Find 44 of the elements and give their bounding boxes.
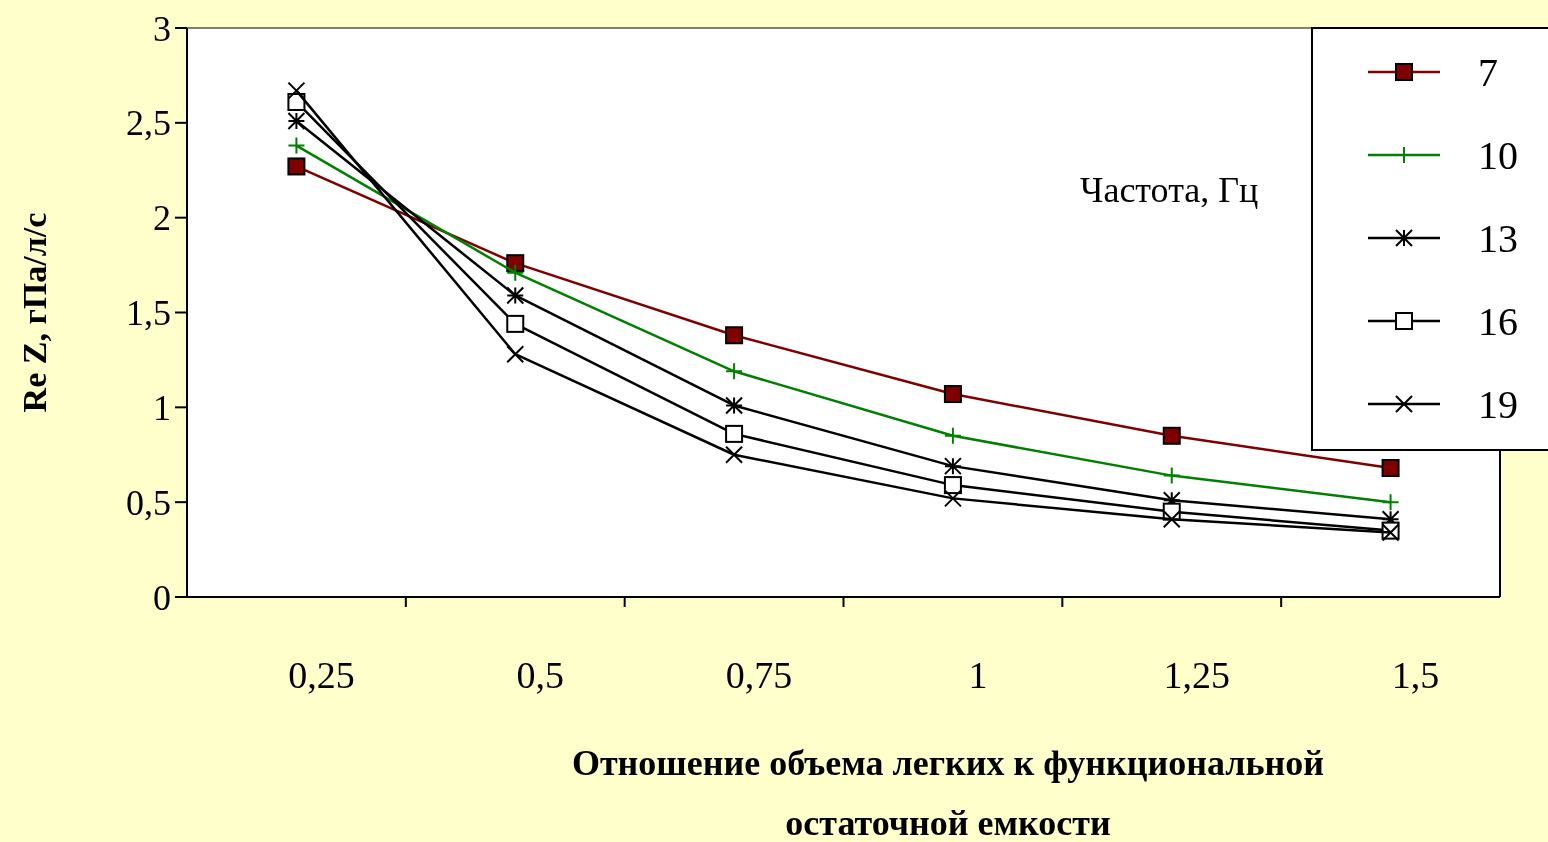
point bbox=[1162, 510, 1181, 529]
x-tick-label: 1,5 bbox=[1391, 654, 1440, 696]
point bbox=[725, 445, 744, 464]
y-tick-label: 0,5 bbox=[126, 482, 171, 523]
point bbox=[287, 111, 306, 130]
x-axis-title: Отношение объема легких к функциональной остаточной емкости bbox=[571, 743, 1325, 842]
point bbox=[1381, 459, 1400, 478]
point bbox=[943, 426, 962, 445]
legend-label: 16 bbox=[1478, 299, 1518, 344]
legend-label: 10 bbox=[1478, 133, 1518, 178]
x-tick-label: 0,5 bbox=[516, 654, 564, 696]
x-tick-label: 1 bbox=[968, 654, 988, 696]
point bbox=[943, 489, 962, 508]
point bbox=[287, 157, 306, 176]
x-tick-label: 1,25 bbox=[1163, 654, 1230, 696]
legend-label: 13 bbox=[1478, 216, 1518, 261]
y-tick-label: 3 bbox=[153, 8, 171, 49]
point bbox=[1162, 466, 1181, 485]
x-tick-label: 0,75 bbox=[725, 654, 793, 696]
legend-label: 19 bbox=[1478, 382, 1518, 427]
point bbox=[1381, 493, 1400, 512]
point bbox=[506, 286, 525, 305]
point bbox=[725, 396, 744, 415]
point bbox=[943, 476, 962, 495]
y-tick-label: 1 bbox=[153, 387, 171, 428]
point bbox=[725, 326, 744, 345]
point bbox=[1162, 426, 1181, 445]
point bbox=[943, 457, 962, 476]
y-tick-label: 2,5 bbox=[126, 103, 171, 144]
y-tick-label: 2 bbox=[153, 198, 171, 239]
point bbox=[506, 314, 525, 333]
point bbox=[287, 136, 306, 155]
y-axis-title: Re Z, гПа/л/с bbox=[16, 212, 53, 413]
point bbox=[506, 345, 525, 364]
point bbox=[943, 385, 962, 404]
legend-title: Частота, Гц bbox=[1080, 170, 1259, 210]
point bbox=[725, 424, 744, 443]
x-tick-label: 0,25 bbox=[288, 654, 355, 696]
point bbox=[725, 362, 744, 381]
legend-label: 7 bbox=[1478, 50, 1498, 95]
y-tick-label: 0 bbox=[153, 577, 171, 618]
y-tick-label: 1,5 bbox=[126, 293, 171, 334]
point bbox=[506, 263, 525, 282]
point bbox=[287, 81, 306, 100]
